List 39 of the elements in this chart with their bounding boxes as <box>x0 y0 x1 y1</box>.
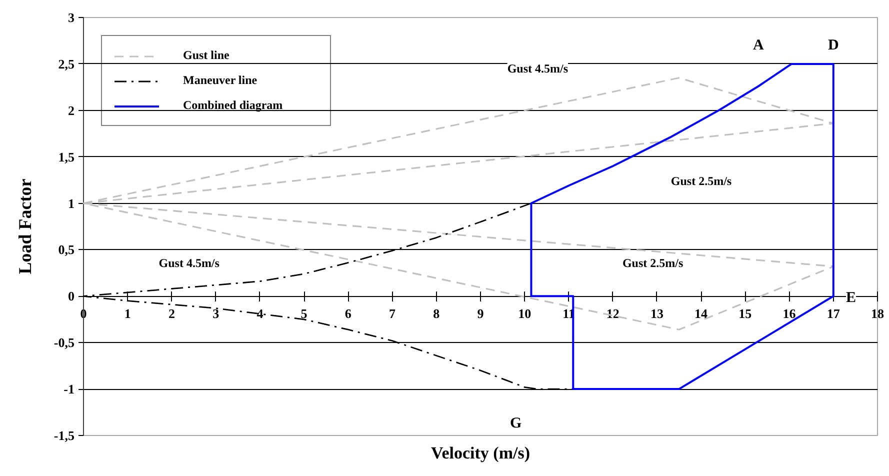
x-tick-label: 17 <box>826 306 840 322</box>
x-tick-label: 13 <box>650 306 664 322</box>
x-tick-label: 1 <box>124 306 131 322</box>
x-tick-label: 7 <box>389 306 396 322</box>
legend-label: Gust line <box>183 48 230 63</box>
legend-label: Combined diagram <box>183 98 284 113</box>
x-tick-label: 9 <box>477 306 484 322</box>
y-tick-label: 3 <box>68 10 75 25</box>
annotation: Gust 4.5m/s <box>507 61 568 76</box>
y-tick-label: -1,5 <box>54 428 75 443</box>
annotation: A <box>752 37 764 54</box>
y-tick-label: 2 <box>68 102 74 118</box>
x-tick-label: 10 <box>518 306 532 322</box>
x-tick-label: 3 <box>212 306 220 322</box>
annotation: Gust 4.5m/s <box>158 256 220 270</box>
x-tick-label: 16 <box>782 306 796 322</box>
x-tick-label: 4 <box>256 306 264 322</box>
y-tick-label: 1 <box>68 196 74 211</box>
y-tick-label: 1,5 <box>58 149 75 164</box>
annotation: G <box>510 415 522 432</box>
annotation: E <box>846 290 856 306</box>
y-tick-label: 2,5 <box>58 56 75 72</box>
y-tick-label: -0,5 <box>54 335 75 350</box>
y-tick-label: 0 <box>68 288 74 304</box>
y-tick-label: -1 <box>64 382 75 397</box>
x-tick-label: 14 <box>694 306 708 322</box>
x-tick-label: 5 <box>300 306 308 322</box>
annotation: Gust 2.5m/s <box>622 256 684 270</box>
annotation: D <box>828 37 839 54</box>
y-tick-label: 0,5 <box>58 242 75 258</box>
x-tick-label: 15 <box>738 306 752 322</box>
x-tick-label: 2 <box>168 306 175 322</box>
x-tick-label: 18 <box>871 306 884 322</box>
x-tick-label: 6 <box>344 306 352 322</box>
annotation: Gust 2.5m/s <box>670 174 732 188</box>
x-tick-label: 8 <box>433 306 440 322</box>
x-axis-title: Velocity (m/s) <box>431 444 530 462</box>
legend-label: Maneuver line <box>183 73 258 88</box>
y-axis-title: Load Factor <box>14 178 35 274</box>
